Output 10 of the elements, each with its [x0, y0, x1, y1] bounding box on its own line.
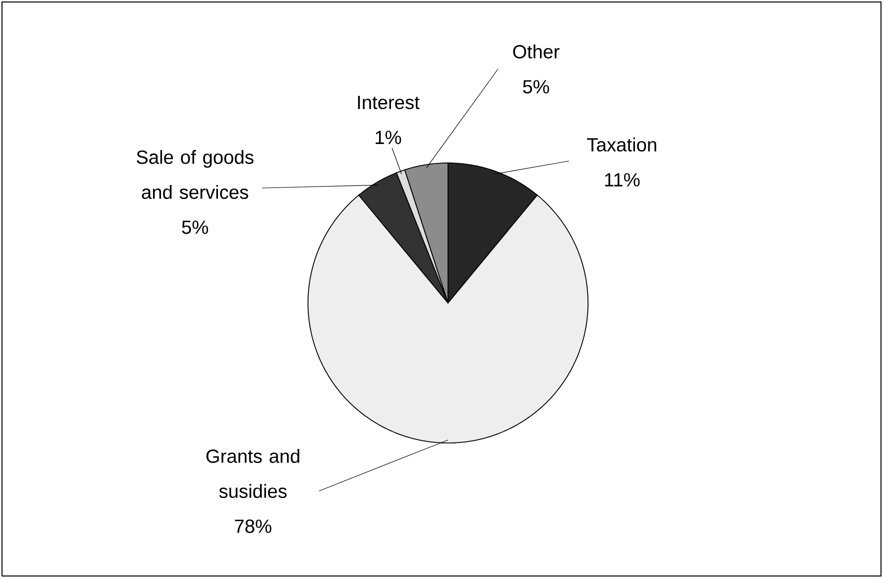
data-label: 11% — [605, 173, 640, 186]
slice-label: Sale of goods and services — [136, 150, 254, 199]
slice-label: Interest — [358, 96, 420, 110]
slice-label: Other — [513, 44, 560, 58]
data-label: 78% — [234, 520, 272, 533]
data-label: 1% — [376, 130, 402, 144]
slice-label: Taxation — [587, 138, 656, 152]
slice-label: Grants and susidies — [206, 449, 300, 498]
data-label: 5% — [182, 220, 208, 234]
data-label: 5% — [523, 80, 550, 94]
